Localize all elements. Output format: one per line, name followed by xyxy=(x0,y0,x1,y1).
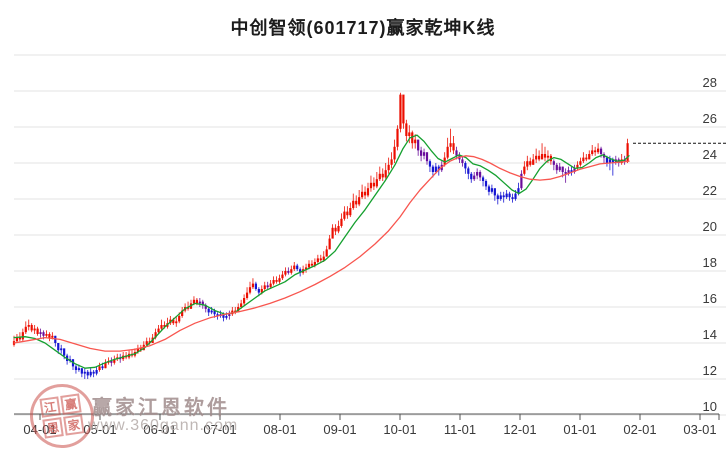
chart-title: 中创智领(601717)赢家乾坤K线 xyxy=(230,18,496,38)
svg-text:12: 12 xyxy=(703,363,717,378)
svg-text:07-01: 07-01 xyxy=(203,422,236,437)
svg-text:08-01: 08-01 xyxy=(263,422,296,437)
svg-text:18: 18 xyxy=(703,255,717,270)
candlestick-series xyxy=(12,92,629,379)
svg-text:16: 16 xyxy=(703,291,717,306)
svg-text:05-01: 05-01 xyxy=(83,422,116,437)
svg-text:01-01: 01-01 xyxy=(563,422,596,437)
svg-text:11-01: 11-01 xyxy=(444,422,476,437)
svg-text:24: 24 xyxy=(703,147,717,162)
svg-text:03-01: 03-01 xyxy=(683,422,716,437)
x-axis xyxy=(14,413,720,420)
ma-slow-red xyxy=(13,155,630,352)
svg-text:09-01: 09-01 xyxy=(323,422,356,437)
y-axis-labels: 28 26 24 22 20 18 16 14 12 10 xyxy=(703,75,717,414)
svg-text:22: 22 xyxy=(703,183,717,198)
svg-text:10-01: 10-01 xyxy=(383,422,416,437)
svg-text:02-01: 02-01 xyxy=(623,422,656,437)
svg-text:04-01: 04-01 xyxy=(23,422,56,437)
svg-text:12-01: 12-01 xyxy=(503,422,536,437)
svg-text:10: 10 xyxy=(703,399,717,414)
y-gridlines xyxy=(14,54,726,416)
svg-text:26: 26 xyxy=(703,111,717,126)
ma-fast-green xyxy=(13,134,630,369)
svg-text:06-01: 06-01 xyxy=(143,422,176,437)
x-axis-labels: 04-01 05-01 06-01 07-01 08-01 09-01 10-01 11-01… xyxy=(23,422,716,437)
svg-text:20: 20 xyxy=(703,219,717,234)
svg-text:28: 28 xyxy=(703,75,717,90)
svg-text:14: 14 xyxy=(703,327,717,342)
